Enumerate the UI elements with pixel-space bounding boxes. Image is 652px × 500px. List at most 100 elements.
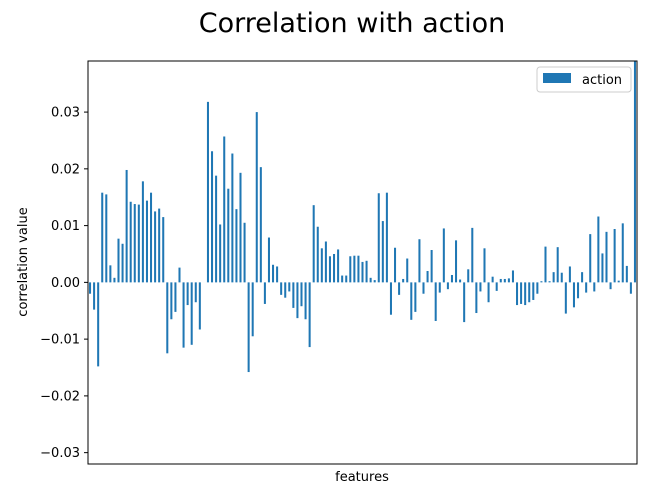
- bar-62: [341, 275, 344, 283]
- bar-75: [394, 247, 397, 283]
- bar-36: [235, 209, 238, 283]
- bar-37: [239, 172, 242, 283]
- bar-133: [629, 282, 632, 294]
- bar-103: [507, 278, 510, 283]
- y-tick-label-5: 0.02: [51, 162, 80, 177]
- bar-30: [211, 151, 214, 283]
- bar-8: [121, 243, 124, 283]
- bar-86: [438, 282, 441, 293]
- bar-98: [487, 282, 490, 303]
- bar-46: [276, 266, 279, 283]
- bar-108: [528, 282, 531, 303]
- bar-40: [251, 282, 254, 337]
- bar-54: [308, 282, 311, 348]
- bar-131: [621, 223, 624, 283]
- bar-88: [446, 282, 449, 290]
- bar-60: [333, 253, 336, 283]
- bar-53: [304, 282, 307, 320]
- bar-122: [585, 282, 588, 293]
- bar-128: [609, 282, 612, 290]
- bar-124: [593, 282, 596, 292]
- chart-title: Correlation with action: [199, 8, 505, 39]
- bar-112: [544, 246, 547, 283]
- y-tick-label-1: −0.02: [40, 389, 80, 404]
- bar-89: [450, 274, 453, 283]
- bar-93: [467, 269, 470, 283]
- bar-45: [272, 264, 275, 283]
- bar-29: [206, 101, 209, 283]
- bar-9: [125, 169, 128, 283]
- bar-18: [162, 217, 165, 283]
- bar-104: [511, 270, 514, 283]
- bar-76: [398, 282, 401, 295]
- bar-50: [292, 282, 295, 308]
- bar-95: [475, 282, 478, 314]
- bar-79: [410, 282, 413, 320]
- bar-69: [369, 277, 372, 283]
- bar-21: [174, 282, 177, 312]
- bar-78: [406, 258, 409, 283]
- bar-39: [247, 282, 250, 373]
- bar-19: [166, 282, 169, 354]
- bar-48: [284, 282, 287, 298]
- bar-96: [479, 282, 482, 292]
- bar-70: [373, 280, 376, 283]
- y-axis: −0.03 −0.02 −0.01 0.00 0.01 0.02 0.03: [40, 106, 88, 461]
- bar-132: [625, 265, 628, 283]
- bar-129: [613, 229, 616, 283]
- bar-20: [170, 282, 173, 320]
- bar-65: [353, 255, 356, 283]
- bar-91: [459, 279, 462, 283]
- bar-26: [194, 282, 197, 303]
- bar-106: [520, 282, 523, 304]
- bar-111: [540, 281, 543, 283]
- bar-72: [381, 221, 384, 283]
- bar-120: [577, 282, 580, 299]
- legend: action: [536, 66, 632, 93]
- bar-27: [198, 282, 201, 330]
- bar-17: [158, 208, 161, 283]
- bar-101: [499, 278, 502, 283]
- bar-1: [93, 282, 96, 310]
- bar-59: [328, 256, 331, 283]
- bar-105: [516, 282, 519, 306]
- y-tick-label-4: 0.01: [51, 219, 80, 234]
- bar-114: [552, 272, 555, 283]
- y-tick-label-2: −0.01: [40, 333, 80, 348]
- bar-58: [324, 241, 327, 283]
- bar-38: [243, 222, 246, 283]
- y-tick-label-6: 0.03: [51, 106, 80, 121]
- bar-3: [101, 192, 104, 283]
- bar-77: [402, 278, 405, 283]
- bar-83: [426, 271, 429, 283]
- bar-119: [572, 282, 575, 308]
- bar-87: [442, 228, 445, 283]
- bar-99: [491, 276, 494, 283]
- bar-4: [105, 194, 108, 283]
- bar-23: [182, 282, 185, 348]
- legend-label: action: [582, 73, 622, 88]
- bar-32: [219, 224, 222, 283]
- bar-33: [223, 136, 226, 283]
- bar-118: [568, 266, 571, 283]
- bar-24: [186, 282, 189, 306]
- bar-14: [145, 200, 148, 283]
- bar-6: [113, 277, 116, 283]
- bar-92: [463, 282, 466, 323]
- bar-71: [377, 193, 380, 283]
- bar-109: [532, 282, 535, 300]
- y-tick-label-0: −0.03: [40, 446, 80, 461]
- bar-52: [300, 282, 303, 307]
- bar-73: [385, 192, 388, 283]
- bar-55: [312, 205, 315, 283]
- bar-116: [560, 272, 563, 283]
- bar-49: [288, 282, 291, 292]
- bar-94: [471, 227, 474, 283]
- legend-swatch: [543, 73, 571, 83]
- bar-123: [589, 234, 592, 283]
- bar-22: [178, 267, 181, 283]
- bar-110: [536, 282, 539, 294]
- bar-56: [316, 226, 319, 283]
- bar-85: [434, 282, 437, 321]
